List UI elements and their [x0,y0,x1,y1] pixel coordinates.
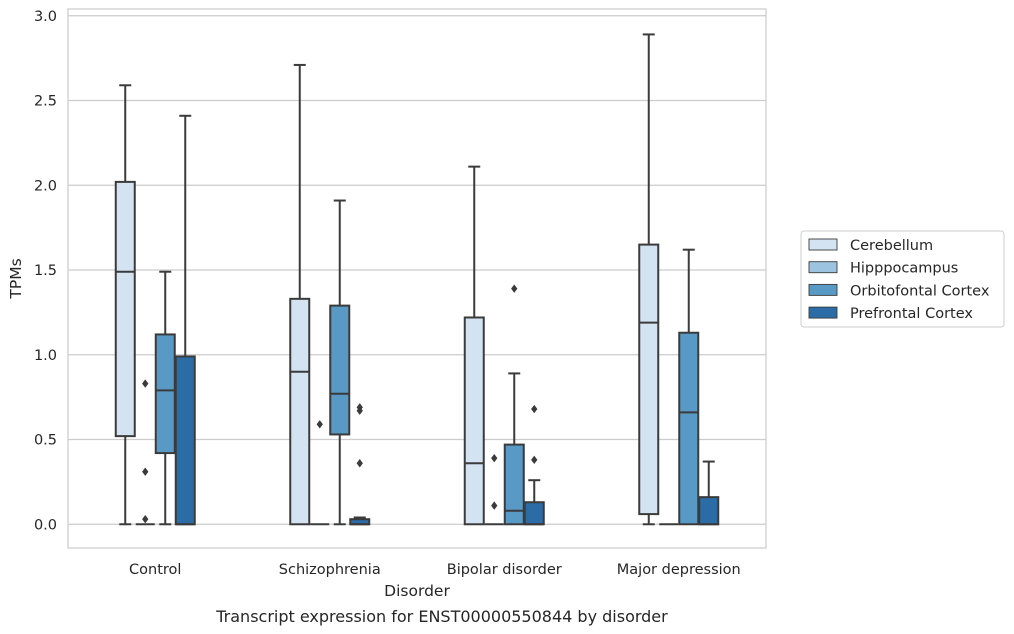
outlier-point [142,467,149,476]
y-tick-label: 3.0 [34,9,57,25]
legend-label: Orbitofontal Cortex [850,283,990,299]
box-body [523,501,545,526]
box-prefrontal-cortex [523,404,545,526]
x-axis-title: Disorder [384,582,450,600]
outlier-point [356,459,363,468]
box-orbitofontal-cortex [503,284,525,526]
box-cerebellum [114,84,136,526]
box-body [698,496,720,526]
y-axis-title: TPMs [7,258,25,299]
outlier-point [142,514,149,524]
y-tick-label: 2.0 [34,178,57,194]
box-orbitofontal-cortex [329,199,351,526]
outlier-point [531,455,538,465]
box-hipppocampus [135,379,155,526]
y-axis-ticks: 0.0 0.5 1.0 1.5 2.0 2.5 3.0 [34,9,57,533]
box-body [329,304,351,436]
box-hipppocampus [484,453,504,526]
y-tick-label: 1.0 [34,348,57,364]
outlier-point [531,404,538,414]
plot-area-frame [67,8,767,549]
box-cerebellum [463,165,485,526]
box-body [638,243,660,516]
box-body [678,331,700,526]
box-orbitofontal-cortex [154,270,176,526]
box-prefrontal-cortex [174,114,196,526]
chart-caption: Transcript expression for ENST0000055084… [215,607,668,626]
box-body [289,297,311,526]
y-tick-label: 0.0 [34,517,57,533]
y-tick-label: 1.5 [34,263,57,279]
outlier-point [142,379,149,388]
x-tick-label: Control [129,562,181,578]
outlier-point [491,501,498,510]
box-prefrontal-cortex [698,460,720,526]
y-tick-label: 0.5 [34,433,57,449]
outlier-point [316,420,323,429]
legend-label: Cerebellum [850,238,933,254]
box-cerebellum [638,33,660,526]
box-body [174,355,196,526]
outlier-point [491,453,498,463]
x-axis-ticks: Control Schizophrenia Bipolar disorder Majo… [129,562,741,578]
legend-label: Hipppocampus [850,261,958,277]
box-body [154,333,176,455]
x-tick-label: Major depression [617,562,741,578]
x-tick-label: Schizophrenia [279,562,381,578]
box-body [114,180,136,438]
box-cerebellum [289,63,311,526]
legend-frame [800,230,1005,328]
box-body [463,316,485,526]
y-tick-label: 2.5 [34,94,57,110]
outlier-point [511,284,518,293]
legend-swatch [808,238,838,251]
legend-label: Prefrontal Cortex [850,306,973,322]
box-body [503,443,525,526]
box-plots [114,33,720,526]
box-orbitofontal-cortex [678,248,700,526]
legend-swatch [808,306,838,319]
outlier-point [356,406,363,415]
legend-swatch [808,261,838,274]
box-hipppocampus [310,420,330,526]
legend-swatch [808,283,838,296]
box-prefrontal-cortex [349,403,371,526]
legend: Cerebellum Hipppocampus Orbitofontal Corte… [800,230,1005,328]
x-tick-label: Bipolar disorder [447,562,562,578]
